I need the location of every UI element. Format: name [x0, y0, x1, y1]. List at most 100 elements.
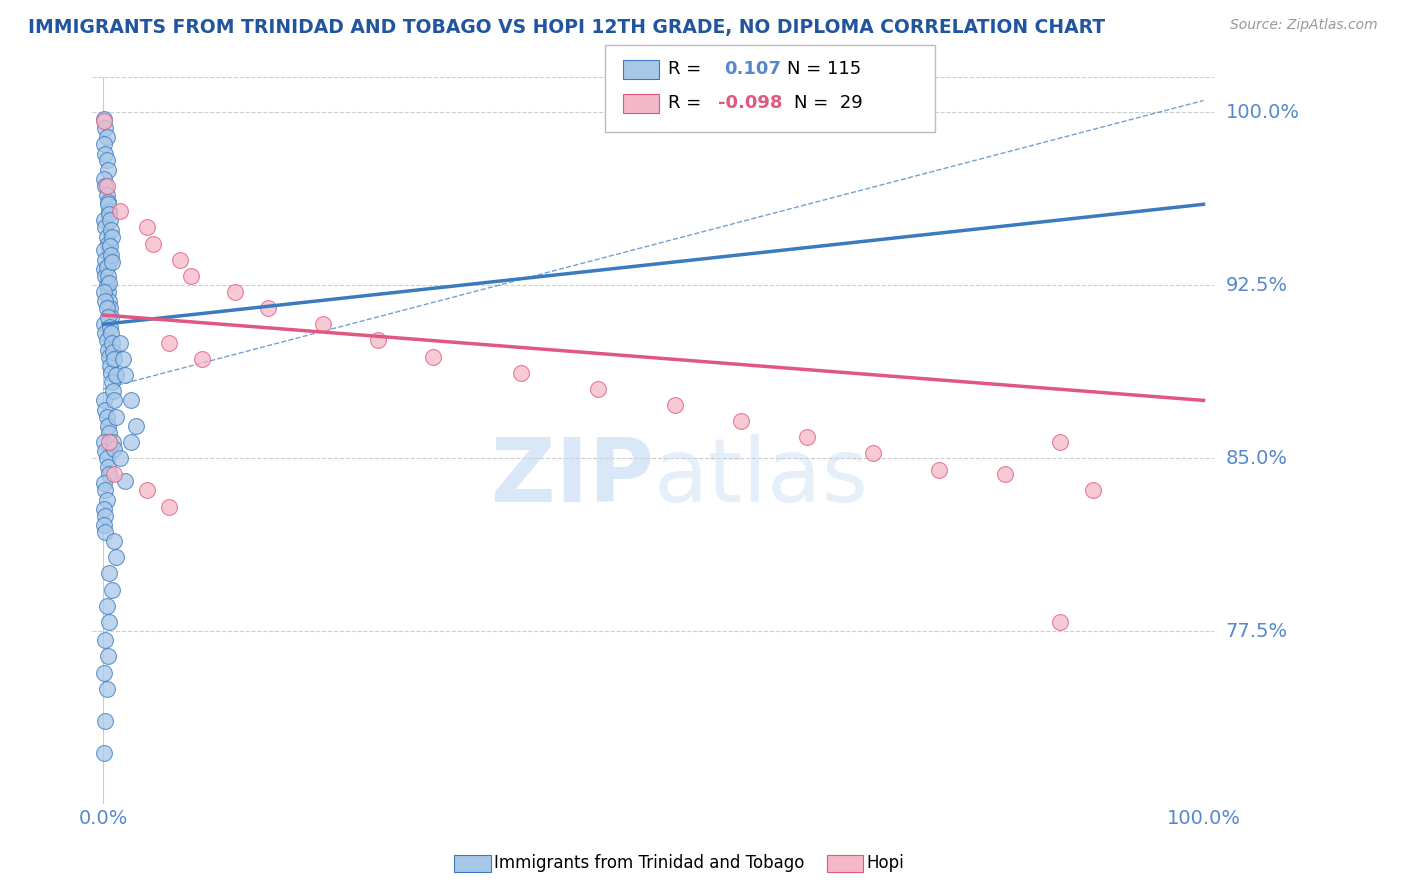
Point: [97, 460, 120, 475]
Point: [103, 442, 125, 456]
Point: [169, 252, 191, 267]
Point: [98, 213, 121, 227]
Point: [120, 393, 142, 408]
Text: R =: R =: [668, 94, 707, 112]
Point: [588, 382, 610, 396]
Point: [97, 467, 120, 482]
Point: [96, 681, 118, 696]
Text: 100.0%: 100.0%: [1226, 103, 1299, 121]
Text: N = 115: N = 115: [787, 60, 862, 78]
Point: [94, 121, 117, 136]
Point: [98, 301, 121, 315]
Point: [97, 245, 120, 260]
Point: [96, 178, 118, 193]
Point: [103, 467, 125, 482]
Point: [94, 508, 117, 523]
Point: [97, 615, 120, 629]
Point: [97, 194, 120, 209]
Point: [97, 204, 120, 219]
Point: [112, 351, 135, 366]
Point: [93, 137, 115, 152]
Point: [101, 335, 124, 350]
Point: [101, 582, 124, 597]
Point: [93, 434, 115, 449]
Point: [94, 294, 117, 309]
Point: [120, 434, 142, 449]
Text: ZIP: ZIP: [491, 434, 654, 521]
Point: [101, 375, 124, 389]
Point: [94, 524, 117, 539]
Point: [103, 393, 125, 408]
Point: [93, 172, 115, 186]
Point: [994, 467, 1017, 482]
Point: [928, 462, 950, 476]
Point: [114, 368, 136, 382]
Point: [96, 278, 118, 293]
Text: 0.107: 0.107: [724, 60, 780, 78]
Point: [97, 425, 120, 440]
Point: [93, 261, 115, 276]
Point: [93, 665, 115, 680]
Point: [157, 335, 180, 350]
Text: Immigrants from Trinidad and Tobago: Immigrants from Trinidad and Tobago: [494, 855, 804, 872]
Point: [125, 418, 148, 433]
Point: [96, 409, 118, 424]
Point: [108, 204, 131, 219]
Point: [93, 476, 115, 491]
Point: [101, 345, 124, 359]
Point: [136, 483, 159, 498]
Point: [97, 294, 120, 309]
Point: [97, 310, 120, 325]
Point: [103, 351, 125, 366]
Point: [100, 326, 122, 341]
Point: [157, 500, 180, 514]
Point: [664, 398, 686, 412]
Text: Hopi: Hopi: [866, 855, 904, 872]
Point: [101, 434, 124, 449]
Point: [93, 114, 115, 128]
Point: [100, 248, 122, 262]
Text: -0.098: -0.098: [718, 94, 783, 112]
Point: [105, 409, 128, 424]
Point: [93, 747, 115, 761]
Point: [98, 252, 121, 267]
Text: 92.5%: 92.5%: [1226, 276, 1288, 294]
Point: [94, 220, 117, 235]
Point: [510, 366, 533, 380]
Point: [97, 649, 120, 664]
Point: [312, 318, 335, 332]
Point: [367, 334, 389, 348]
Point: [93, 213, 115, 227]
Point: [142, 236, 165, 251]
Text: Source: ZipAtlas.com: Source: ZipAtlas.com: [1230, 18, 1378, 32]
Point: [98, 359, 121, 373]
Point: [97, 434, 120, 449]
Point: [94, 252, 117, 267]
Point: [796, 430, 818, 444]
Point: [93, 112, 115, 126]
Point: [94, 714, 117, 728]
Point: [94, 633, 117, 648]
Point: [96, 153, 118, 168]
Point: [97, 236, 120, 251]
Point: [96, 492, 118, 507]
Point: [97, 566, 120, 581]
Point: [97, 276, 120, 290]
Point: [100, 310, 122, 325]
Point: [105, 368, 128, 382]
Point: [96, 188, 118, 202]
Text: IMMIGRANTS FROM TRINIDAD AND TOBAGO VS HOPI 12TH GRADE, NO DIPLOMA CORRELATION C: IMMIGRANTS FROM TRINIDAD AND TOBAGO VS H…: [28, 18, 1105, 37]
Point: [191, 351, 214, 366]
Point: [94, 268, 117, 283]
Point: [94, 402, 117, 417]
Point: [93, 318, 115, 332]
Point: [101, 229, 124, 244]
Point: [94, 483, 117, 498]
Point: [97, 418, 120, 433]
Point: [96, 599, 118, 613]
Point: [97, 162, 120, 177]
Point: [1083, 483, 1105, 498]
Point: [96, 301, 118, 315]
Point: [100, 366, 122, 380]
Point: [1049, 434, 1071, 449]
